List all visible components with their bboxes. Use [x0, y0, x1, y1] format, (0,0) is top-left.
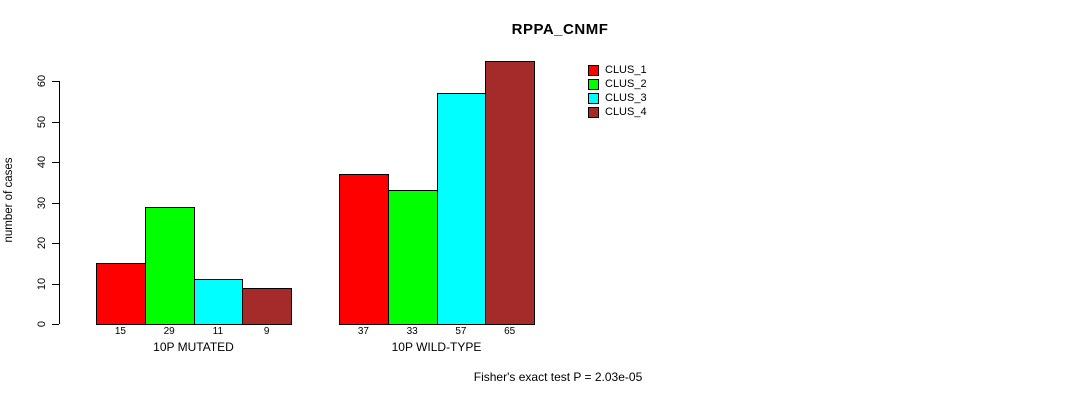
bar-value-clus-2-10p-mutated: 29 [163, 326, 175, 337]
bar-clus-3-10p-mutated [193, 279, 244, 325]
bar-value-clus-2-10p-wild-type: 33 [406, 326, 418, 337]
bar-clus-2-10p-mutated [144, 206, 195, 325]
legend-item-clus-3: CLUS_3 [588, 91, 647, 105]
legend-item-clus-4: CLUS_4 [588, 105, 647, 119]
legend-swatch-clus-4 [588, 106, 599, 118]
y-tick-label-40: 40 [36, 155, 48, 169]
y-tick-label-50: 50 [36, 115, 48, 128]
legend-item-clus-2: CLUS_2 [588, 77, 647, 91]
legend: CLUS_1 CLUS_2 CLUS_3 CLUS_4 [588, 63, 647, 119]
y-tick-60 [52, 81, 59, 82]
fisher-test-annotation: Fisher's exact test P = 2.03e-05 [473, 370, 643, 384]
y-tick-30 [52, 202, 59, 204]
bar-clus-1-10p-mutated [96, 263, 146, 325]
legend-label-clus-4: CLUS_4 [605, 106, 647, 118]
bar-value-clus-1-10p-wild-type: 37 [357, 326, 369, 337]
bar-clus-1-10p-wild-type [339, 174, 389, 325]
y-tick-label-0: 0 [36, 320, 48, 328]
legend-label-clus-1: CLUS_1 [605, 64, 647, 76]
bar-value-clus-3-10p-mutated: 11 [212, 326, 224, 337]
y-tick-50 [52, 121, 59, 123]
bar-value-clus-3-10p-wild-type: 57 [455, 326, 467, 337]
legend-item-clus-1: CLUS_1 [588, 63, 647, 77]
y-tick-40 [52, 162, 59, 163]
bar-clus-2-10p-wild-type [387, 190, 438, 325]
group-label-10p-wild-type: 10P WILD-TYPE [391, 340, 482, 354]
bar-value-clus-1-10p-mutated: 15 [114, 326, 126, 337]
bar-clus-4-10p-mutated [242, 287, 292, 325]
y-tick-10 [52, 283, 59, 285]
bar-value-clus-4-10p-mutated: 9 [263, 326, 270, 337]
legend-label-clus-3: CLUS_3 [605, 92, 647, 104]
bar-clus-4-10p-wild-type [485, 60, 535, 325]
legend-swatch-clus-3 [588, 92, 599, 104]
y-tick-label-60: 60 [36, 74, 48, 88]
legend-swatch-clus-2 [588, 78, 599, 90]
y-tick-label-20: 20 [36, 236, 48, 250]
legend-swatch-clus-1 [588, 64, 599, 76]
y-tick-label-30: 30 [36, 196, 48, 209]
bar-clus-3-10p-wild-type [436, 93, 487, 325]
legend-label-clus-2: CLUS_2 [605, 78, 647, 90]
y-tick-20 [52, 243, 59, 244]
y-tick-0 [52, 324, 59, 325]
y-tick-label-10: 10 [36, 277, 48, 290]
group-label-10p-mutated: 10P MUTATED [153, 340, 234, 354]
bar-value-clus-4-10p-wild-type: 65 [504, 326, 516, 337]
y-axis [59, 81, 60, 324]
y-axis-label: number of cases [3, 157, 15, 243]
chart-title: RPPA_CNMF [511, 21, 609, 38]
